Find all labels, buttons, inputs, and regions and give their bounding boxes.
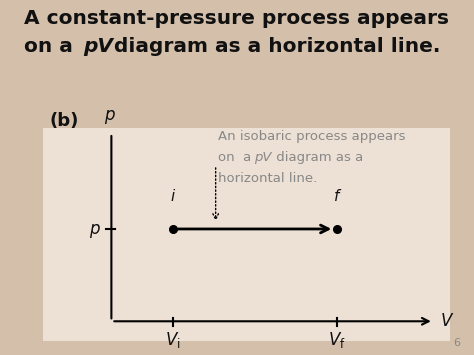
Text: i: i [171, 189, 175, 204]
Text: f: f [334, 189, 339, 204]
Text: $V_\mathrm{i}$: $V_\mathrm{i}$ [165, 330, 181, 350]
Text: (b): (b) [50, 112, 79, 130]
Text: p: p [89, 220, 100, 238]
Text: pV: pV [254, 151, 271, 164]
Text: V: V [441, 312, 452, 330]
Text: on  a: on a [218, 151, 255, 164]
Text: p: p [104, 106, 114, 124]
FancyBboxPatch shape [43, 128, 450, 341]
Text: diagram as a horizontal line.: diagram as a horizontal line. [107, 37, 440, 56]
Text: $V_\mathrm{f}$: $V_\mathrm{f}$ [328, 330, 346, 350]
Text: on a: on a [24, 37, 80, 56]
Text: horizontal line.: horizontal line. [218, 172, 317, 185]
Text: 6: 6 [453, 338, 460, 348]
Text: pV: pV [83, 37, 113, 56]
Text: diagram as a: diagram as a [272, 151, 363, 164]
Text: A constant-pressure process appears: A constant-pressure process appears [24, 9, 449, 28]
Text: An isobaric process appears: An isobaric process appears [218, 130, 406, 143]
